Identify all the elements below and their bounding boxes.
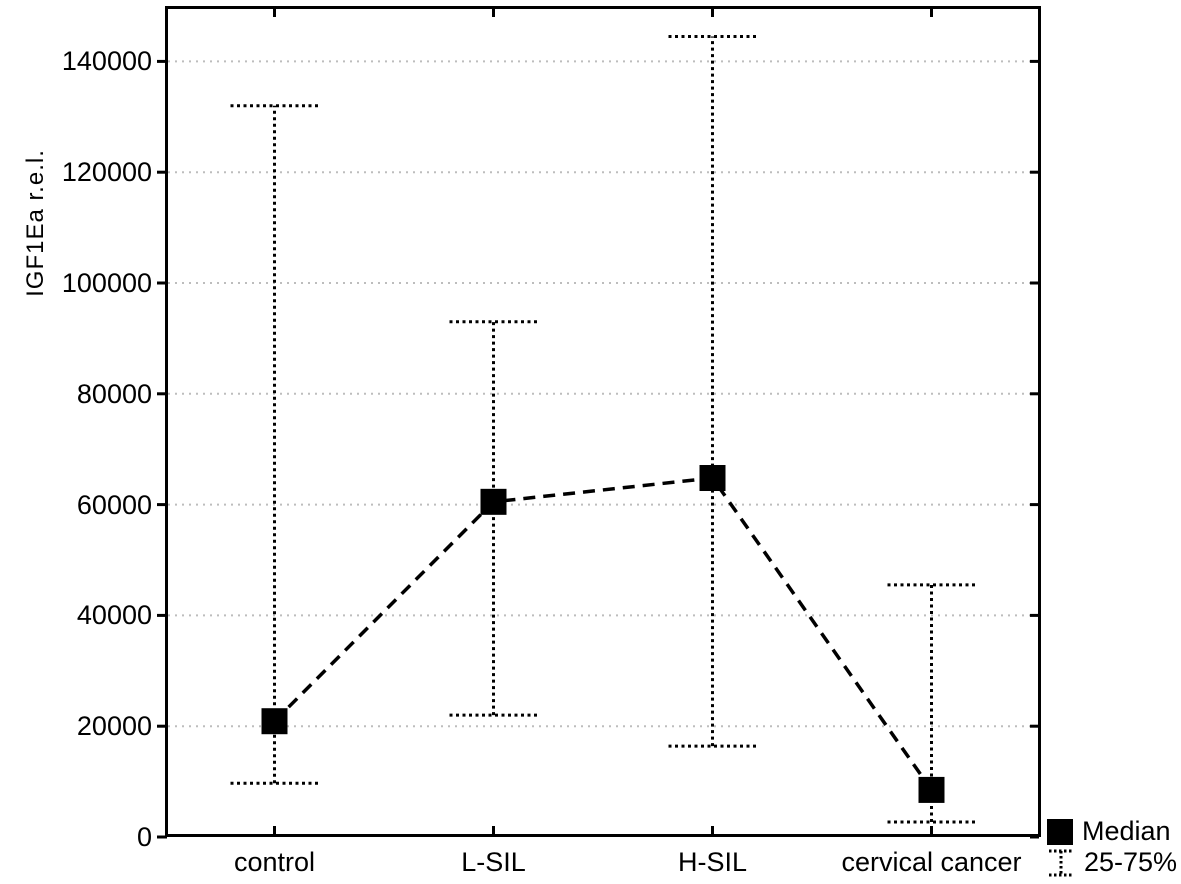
legend-label-median: Median — [1082, 816, 1171, 846]
plot-area — [157, 6, 1041, 839]
whisker-ibeam-icon — [1047, 848, 1075, 878]
legend-item-median: Median — [1047, 816, 1177, 847]
y-tick-label-40000: 40000 — [76, 600, 152, 631]
y-tick-label-0: 0 — [136, 822, 152, 852]
x-category-label-cervical-cancer: cervical cancer — [841, 847, 1022, 877]
x-category-label-L-SIL: L-SIL — [461, 847, 526, 877]
y-tick-label-140000: 140000 — [61, 46, 152, 77]
plot-frame — [165, 6, 1041, 837]
y-tick-label-60000: 60000 — [76, 489, 152, 520]
y-tick-label-120000: 120000 — [61, 157, 152, 188]
x-category-label-H-SIL: H-SIL — [677, 847, 748, 877]
median-marker-H-SIL — [699, 465, 726, 492]
x-category-label-control: control — [233, 847, 316, 877]
median-marker-cervical-cancer — [918, 776, 945, 803]
median-marker-L-SIL — [480, 488, 507, 515]
y-tick-label-100000: 100000 — [61, 268, 152, 298]
median-square-icon — [1047, 818, 1073, 845]
y-tick-label-80000: 80000 — [76, 378, 152, 409]
legend-label-25-75: 25-75% — [1084, 847, 1178, 877]
y-tick-label-20000: 20000 — [76, 711, 152, 742]
legend-item-25-75: 25-75% — [1047, 847, 1177, 878]
legend: Median 25-75% — [1047, 816, 1177, 878]
median-marker-control — [261, 708, 288, 735]
median-connector-line — [273, 476, 933, 791]
